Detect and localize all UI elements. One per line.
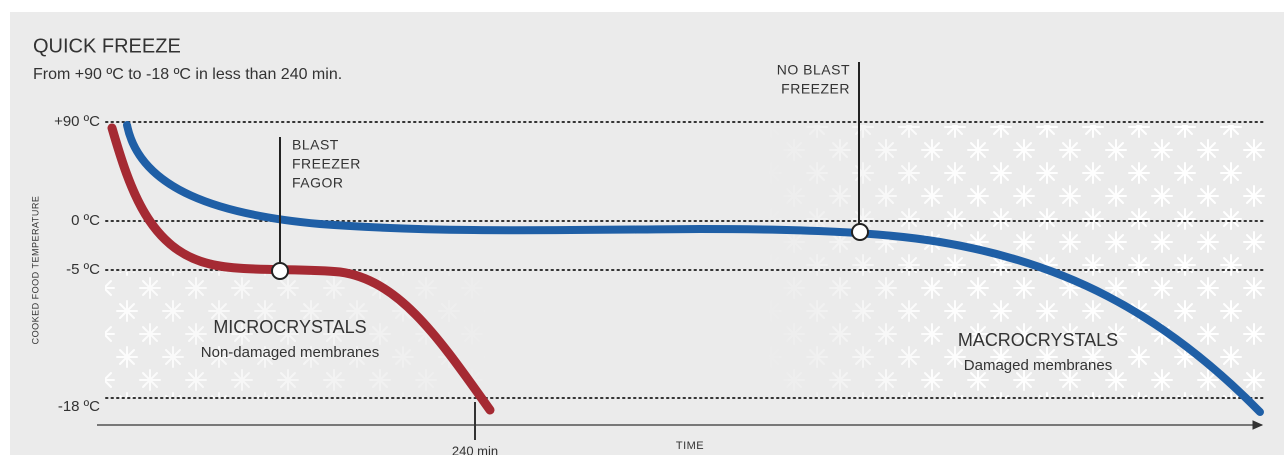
title: QUICK FREEZE <box>33 35 181 57</box>
callout-text: FREEZER <box>781 81 850 97</box>
microcrystal-texture <box>105 272 485 398</box>
callout-text: NO BLAST <box>777 62 850 78</box>
region-title: MICROCRYSTALS <box>213 317 366 337</box>
callout-point <box>851 223 869 241</box>
x-axis-label: TIME <box>676 440 704 452</box>
level-label: -5 ºC <box>66 261 100 278</box>
callout-text: FAGOR <box>292 175 344 191</box>
subtitle: From +90 ºC to -18 ºC in less than 240 m… <box>33 66 342 83</box>
region-title: MACROCRYSTALS <box>958 330 1118 350</box>
time-marker-label: 240 min <box>452 443 498 455</box>
level-label: +90 ºC <box>54 113 100 130</box>
callout-point <box>271 262 289 280</box>
standard-curve <box>123 121 1264 416</box>
callout-text: BLAST <box>292 137 339 153</box>
callout-text: FREEZER <box>292 156 361 172</box>
level-label: 0 ºC <box>71 212 100 229</box>
region-subtitle: Damaged membranes <box>964 357 1112 374</box>
level-label: -18 ºC <box>58 398 100 415</box>
region-subtitle: Non-damaged membranes <box>201 344 379 361</box>
y-axis-label: COOKED FOOD TEMPERATURE <box>30 196 40 345</box>
